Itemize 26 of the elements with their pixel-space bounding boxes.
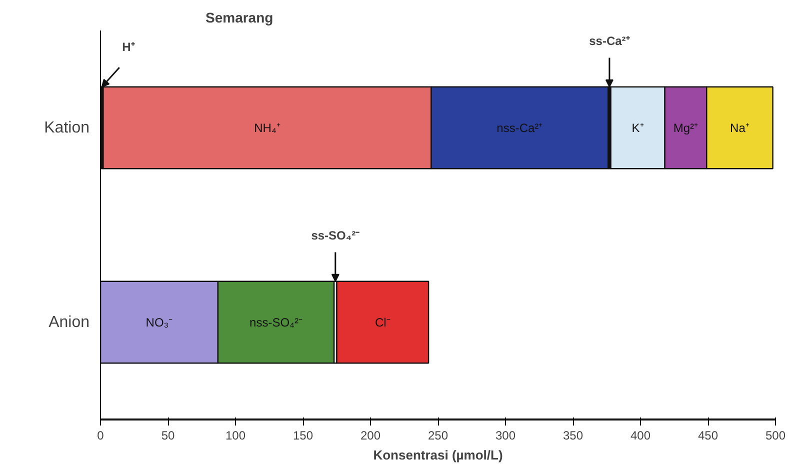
- text: ss-Ca²⁺: [589, 34, 630, 48]
- x-tick-label: 150: [292, 428, 314, 442]
- x-tick-label: 450: [698, 428, 718, 442]
- y-tick-label: Kation: [44, 119, 90, 136]
- series-label: Mg²⁺: [673, 120, 698, 135]
- x-axis-title: Konsentrasi (µmol/L): [373, 448, 503, 462]
- series-label: Cl⁻: [374, 315, 390, 330]
- x-tick-label: 50: [161, 428, 175, 442]
- chart-title: Semarang: [206, 10, 274, 26]
- text: ss-SO₄²⁻: [311, 228, 360, 243]
- series-label: Na⁺: [730, 120, 750, 135]
- x-tick-label: 350: [562, 428, 584, 442]
- series-label: NH₄⁺: [254, 120, 280, 135]
- x-tick-label: 100: [225, 428, 246, 442]
- series-label: K⁺: [632, 120, 644, 135]
- series-label: nss-SO₄²⁻: [250, 315, 302, 330]
- x-tick-label: 0: [97, 428, 104, 442]
- x-tick-label: 200: [360, 428, 381, 442]
- series-label: NO₃⁻: [146, 315, 173, 330]
- x-tick-label: 250: [428, 428, 448, 442]
- x-tick-label: 400: [630, 428, 651, 442]
- x-tick-label: 300: [495, 428, 516, 442]
- series-label: nss-Ca²⁺: [496, 120, 543, 135]
- text: H⁺: [122, 40, 135, 54]
- x-tick-label: 500: [765, 428, 786, 442]
- y-tick-label: Anion: [48, 314, 90, 331]
